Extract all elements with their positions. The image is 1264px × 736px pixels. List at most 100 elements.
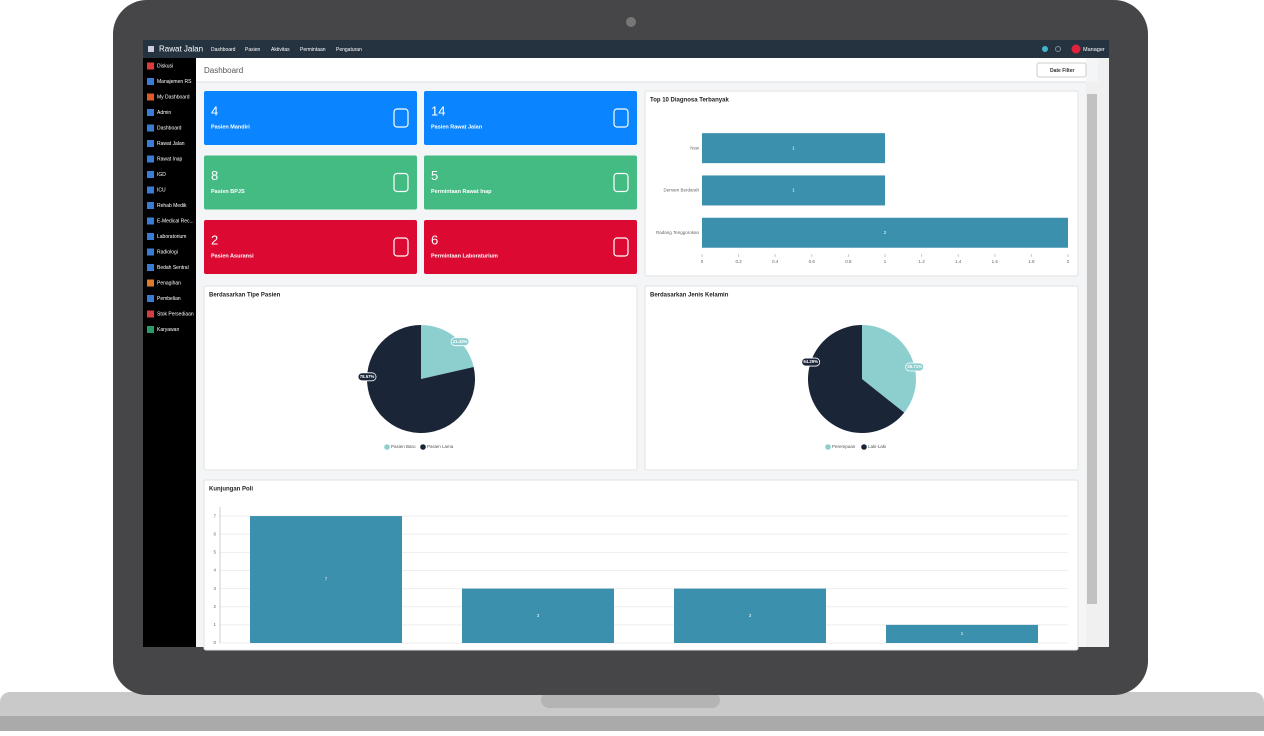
bar-value-label: 1 bbox=[961, 631, 964, 636]
sidebar-icon[interactable] bbox=[147, 78, 154, 85]
user-avatar[interactable] bbox=[1071, 44, 1081, 54]
sidebar-icon[interactable] bbox=[147, 124, 154, 132]
sidebar-item[interactable]: Manajemen RS bbox=[157, 79, 192, 85]
sidebar-item[interactable]: IGD bbox=[157, 172, 166, 178]
sidebar-item[interactable]: Radiologi bbox=[157, 249, 178, 255]
sidebar-item[interactable]: Stok Persediaan bbox=[157, 311, 194, 317]
settings-icon[interactable] bbox=[1055, 46, 1061, 52]
sidebar-item[interactable]: Laboratorium bbox=[157, 234, 186, 240]
nav-item[interactable]: Dashboard bbox=[211, 47, 236, 53]
chat-icon[interactable] bbox=[1042, 46, 1048, 52]
sidebar-item[interactable]: Karyawan bbox=[157, 327, 179, 333]
chart-panel bbox=[203, 479, 1079, 651]
sidebar-icon[interactable] bbox=[147, 248, 154, 256]
legend-swatch[interactable] bbox=[384, 444, 390, 450]
sidebar-item[interactable]: Pembelian bbox=[157, 296, 181, 302]
nav-item[interactable]: Aktivitas bbox=[271, 47, 290, 53]
sidebar-item[interactable]: Admin bbox=[157, 110, 171, 116]
stat-icon bbox=[613, 108, 629, 128]
x-tick-label: 1.6 bbox=[992, 259, 999, 264]
sidebar-icon[interactable] bbox=[147, 310, 154, 318]
sidebar-icon[interactable] bbox=[147, 62, 154, 70]
stat-icon bbox=[393, 108, 409, 128]
stat-card[interactable] bbox=[424, 155, 637, 210]
stat-label: Pasien Mandiri bbox=[211, 124, 250, 130]
sidebar-icon[interactable] bbox=[147, 295, 154, 302]
sidebar-icon[interactable] bbox=[147, 279, 154, 287]
laptop-notch bbox=[541, 692, 720, 708]
y-tick-label: 2 bbox=[213, 604, 216, 609]
sidebar-icon[interactable] bbox=[147, 217, 154, 225]
pie-slice bbox=[366, 325, 475, 433]
stat-value: 5 bbox=[431, 168, 438, 183]
stat-value: 4 bbox=[211, 103, 218, 118]
pie-value-label: 64.29% bbox=[803, 359, 818, 364]
bar-value-label: 1 bbox=[792, 145, 795, 150]
app-menu-icon[interactable] bbox=[148, 46, 154, 52]
legend-label[interactable]: Laki-Laki bbox=[868, 444, 886, 449]
sidebar-item[interactable]: Penagihan bbox=[157, 280, 181, 286]
sidebar-item[interactable]: Rawat Jalan bbox=[157, 141, 185, 147]
x-tick-label: 0.4 bbox=[772, 259, 779, 264]
outer-scrollbar[interactable] bbox=[1098, 58, 1109, 647]
x-tick-label: 1.2 bbox=[918, 259, 925, 264]
sidebar-item[interactable]: ICU bbox=[157, 187, 166, 193]
x-tick-label: 0.8 bbox=[845, 259, 852, 264]
sidebar-item[interactable]: E-Medical Rec... bbox=[157, 218, 194, 224]
legend-label[interactable]: Pasien Baru bbox=[391, 444, 416, 449]
sidebar-item[interactable]: Rehab Medik bbox=[157, 203, 187, 209]
sidebar-icon[interactable] bbox=[147, 186, 154, 194]
nav-item[interactable]: Pasien bbox=[245, 47, 261, 53]
sidebar-icon[interactable] bbox=[147, 93, 154, 101]
user-name[interactable]: Manager bbox=[1083, 47, 1105, 53]
sidebar-icon[interactable] bbox=[147, 202, 154, 209]
bar bbox=[674, 588, 826, 643]
bar bbox=[702, 175, 885, 206]
bar-value-label: 3 bbox=[749, 613, 752, 618]
sidebar-item[interactable]: Dashboard bbox=[157, 125, 182, 131]
stat-card[interactable] bbox=[424, 220, 637, 274]
sidebar-item[interactable]: My Dashboard bbox=[157, 94, 190, 100]
sidebar-icon[interactable] bbox=[147, 109, 154, 116]
legend-swatch[interactable] bbox=[825, 444, 831, 450]
pie-slice bbox=[421, 325, 474, 379]
nav-item[interactable]: Pengaturan bbox=[336, 47, 362, 53]
stat-card[interactable] bbox=[204, 91, 417, 145]
stat-label: Pasien Asuransi bbox=[211, 253, 254, 259]
sidebar-icon[interactable] bbox=[147, 233, 154, 240]
app-title[interactable]: Rawat Jalan bbox=[159, 45, 203, 54]
sidebar-icon[interactable] bbox=[147, 171, 154, 178]
bar bbox=[702, 217, 1068, 248]
sidebar-icon[interactable] bbox=[147, 155, 154, 163]
stat-card[interactable] bbox=[424, 91, 637, 145]
legend-swatch[interactable] bbox=[420, 444, 426, 450]
legend-swatch[interactable] bbox=[861, 444, 867, 450]
nav-item[interactable]: Permintaan bbox=[300, 47, 326, 53]
x-tick-label: 1.8 bbox=[1028, 259, 1035, 264]
legend-label[interactable]: Perempuan bbox=[832, 444, 856, 449]
x-tick-label: 0 bbox=[701, 259, 704, 264]
sidebar-item[interactable]: Bedah Sentral bbox=[157, 265, 189, 271]
date-filter-button[interactable] bbox=[1036, 62, 1087, 78]
sidebar-icon[interactable] bbox=[147, 264, 154, 271]
stat-label: Pasien Rawat Jalan bbox=[431, 124, 483, 130]
date-filter-label[interactable]: Date Filter bbox=[1050, 68, 1075, 74]
sidebar-item[interactable]: Diskusi bbox=[157, 63, 173, 69]
stat-card[interactable] bbox=[204, 220, 417, 274]
sidebar-icon[interactable] bbox=[147, 326, 154, 333]
legend-label[interactable]: Pasien Lama bbox=[427, 444, 454, 449]
stat-label: Permintaan Laboraturium bbox=[431, 253, 498, 259]
x-tick-label: 2 bbox=[1067, 259, 1070, 264]
x-tick-label: 0.6 bbox=[809, 259, 816, 264]
sidebar-item[interactable]: Rawat Inap bbox=[157, 156, 183, 162]
pie-label-bg bbox=[357, 372, 377, 382]
y-tick-label: 6 bbox=[213, 531, 216, 536]
scrollbar-thumb[interactable] bbox=[1087, 94, 1097, 604]
bar bbox=[462, 588, 614, 643]
pie-value-label: 35.71% bbox=[907, 364, 922, 369]
pie-value-label: 78.57% bbox=[360, 374, 375, 379]
sidebar-icon[interactable] bbox=[147, 140, 154, 147]
chart-title: Berdasarkan Tipe Pasien bbox=[209, 293, 281, 299]
stat-card[interactable] bbox=[204, 155, 417, 210]
